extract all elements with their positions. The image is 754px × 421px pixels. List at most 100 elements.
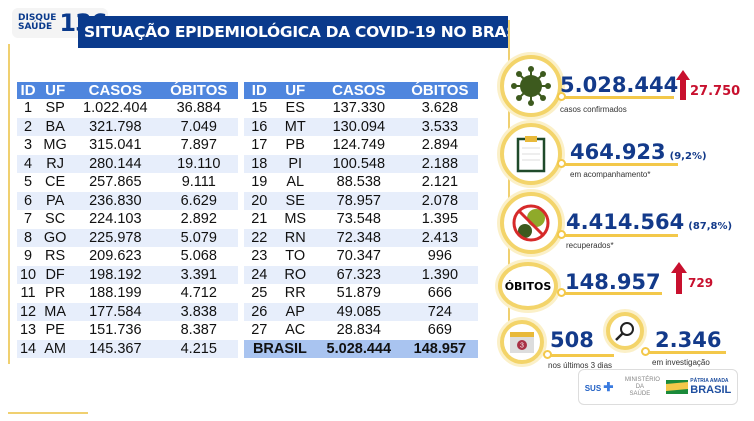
- table-cell: MT: [274, 117, 316, 136]
- table-cell: 2.892: [180, 211, 217, 228]
- table-cell: 28.834: [336, 322, 381, 339]
- column-header: ID: [17, 82, 40, 99]
- table-cell: AL: [286, 174, 305, 191]
- table-cell: MA: [39, 302, 72, 321]
- table-cell: SE: [274, 191, 316, 210]
- table-cell: 3.391: [159, 265, 238, 284]
- table-cell: 15: [251, 100, 268, 117]
- recovered-pct: (87,8%): [688, 221, 733, 232]
- table-cell: 51.879: [336, 285, 381, 302]
- last3-caption: nos últimos 3 dias: [548, 361, 613, 370]
- sus-text: SUS: [584, 384, 602, 393]
- states-table-left: ID UF CASOS ÓBITOS 1 SP 1.022.404 36.884 2 BA 321.…: [17, 82, 238, 358]
- last3-value: 508: [550, 328, 594, 352]
- table-cell: 10: [17, 265, 40, 284]
- ministry-text: MINISTÉRIO DA SAÚDE: [624, 376, 660, 397]
- table-cell: TO: [285, 248, 306, 265]
- table-cell: 20: [244, 191, 275, 210]
- investigation-value: 2.346: [655, 328, 722, 352]
- table-row: 27 AC 28.834 669: [244, 321, 478, 340]
- table-cell: BA: [39, 117, 72, 136]
- table-row: 3 MG 315.041 7.897: [17, 136, 238, 155]
- table-cell: PI: [274, 154, 316, 173]
- table-cell: 3.838: [159, 302, 238, 321]
- table-cell: 151.736: [89, 322, 142, 339]
- table-cell: 16: [244, 117, 275, 136]
- table-cell: PB: [285, 137, 305, 154]
- table-cell: DF: [39, 265, 72, 284]
- table-cell: 4.215: [159, 339, 238, 358]
- calendar-number: 3: [520, 343, 524, 350]
- table-cell: 9.111: [181, 174, 216, 191]
- recovered-value: 4.414.564 (87,8%): [566, 210, 732, 234]
- table-cell: 2.188: [401, 154, 478, 173]
- table-cell: 3: [24, 137, 33, 154]
- table-cell: 73.548: [336, 211, 381, 228]
- total-casos: 5.028.444: [315, 339, 402, 358]
- table-cell: 124.749: [332, 137, 386, 154]
- page-title: SITUAÇÃO EPIDEMIOLÓGICA DA COVID-19 NO B…: [78, 16, 610, 48]
- table-row: 20 SE 78.957 2.078: [244, 191, 478, 210]
- table-row: 9 RS 209.623 5.068: [17, 247, 238, 266]
- table-cell: 669: [427, 322, 452, 339]
- column-header: CASOS: [71, 82, 160, 99]
- monitoring-pct: (9,2%): [669, 151, 707, 162]
- total-label: BRASIL: [244, 339, 316, 358]
- investigation-caption: em investigação: [652, 358, 710, 367]
- monitoring-value: 464.923 (9,2%): [570, 140, 707, 164]
- table-row: 26 AP 49.085 724: [244, 302, 478, 321]
- table-cell: 4.712: [180, 285, 217, 302]
- arrow-up-icon: [676, 70, 690, 100]
- frame-line: [508, 20, 510, 350]
- table-row: 18 PI 100.548 2.188: [244, 154, 478, 173]
- table-cell: 2.121: [421, 174, 459, 191]
- table-cell: 5.068: [180, 248, 217, 265]
- table-row: 16 MT 130.094 3.533: [244, 117, 478, 136]
- confirmed-caption: casos confirmados: [560, 105, 627, 114]
- table-row: 13 PE 151.736 8.387: [17, 321, 238, 340]
- table-cell: 188.199: [89, 285, 142, 302]
- table-row: 6 PA 236.830 6.629: [17, 191, 238, 210]
- table-row: 2 BA 321.798 7.049: [17, 117, 238, 136]
- table-cell: PE: [45, 322, 65, 339]
- table-cell: 137.330: [332, 100, 386, 117]
- table-cell: RN: [274, 228, 316, 247]
- table-cell: 724: [401, 302, 478, 321]
- table-cell: 22: [244, 228, 275, 247]
- table-cell: RS: [45, 248, 66, 265]
- table-header-row: ID UF CASOS ÓBITOS: [17, 82, 238, 99]
- table-cell: 7: [24, 211, 33, 228]
- table-cell: AM: [39, 339, 72, 358]
- table-cell: RR: [284, 285, 306, 302]
- table-row: 7 SC 224.103 2.892: [17, 210, 238, 229]
- states-table-right: ID UF CASOS ÓBITOS 15 ES 137.330 3.628 16 MT 130.0…: [244, 82, 478, 358]
- table-cell: 19.110: [159, 154, 238, 173]
- table-row: 23 TO 70.347 996: [244, 247, 478, 266]
- calendar-icon: 3: [500, 320, 544, 364]
- table-cell: 177.584: [71, 302, 160, 321]
- column-header: UF: [274, 82, 316, 99]
- table-cell: 996: [427, 248, 452, 265]
- table-cell: 321.798: [71, 117, 160, 136]
- table-cell: 2.078: [401, 191, 478, 210]
- table-cell: RO: [274, 265, 316, 284]
- table-cell: 280.144: [71, 154, 160, 173]
- table-row: 5 CE 257.865 9.111: [17, 173, 238, 192]
- virus-icon: [500, 55, 562, 117]
- table-cell: 1.390: [401, 265, 478, 284]
- logo-line1: DISQUE: [18, 13, 57, 23]
- confirmed-increase: 27.750: [690, 84, 741, 99]
- column-header: CASOS: [315, 82, 402, 99]
- table-cell: MG: [43, 137, 67, 154]
- table-cell: 1.395: [421, 211, 459, 228]
- table-row: 22 RN 72.348 2.413: [244, 228, 478, 247]
- government-logos: SUS ✚ MINISTÉRIO DA SAÚDE PÁTRIA AMADA BR…: [578, 369, 738, 405]
- table-cell: 2: [17, 117, 40, 136]
- table-cell: 145.367: [71, 339, 160, 358]
- table-cell: 78.957: [315, 191, 402, 210]
- recovered-number: 4.414.564: [566, 210, 685, 234]
- monitoring-caption: em acompanhamento*: [570, 170, 651, 179]
- title-text: SITUAÇÃO EPIDEMIOLÓGICA DA COVID-19 NO B…: [84, 23, 533, 41]
- table-cell: 17: [251, 137, 268, 154]
- table-cell: 88.538: [336, 174, 381, 191]
